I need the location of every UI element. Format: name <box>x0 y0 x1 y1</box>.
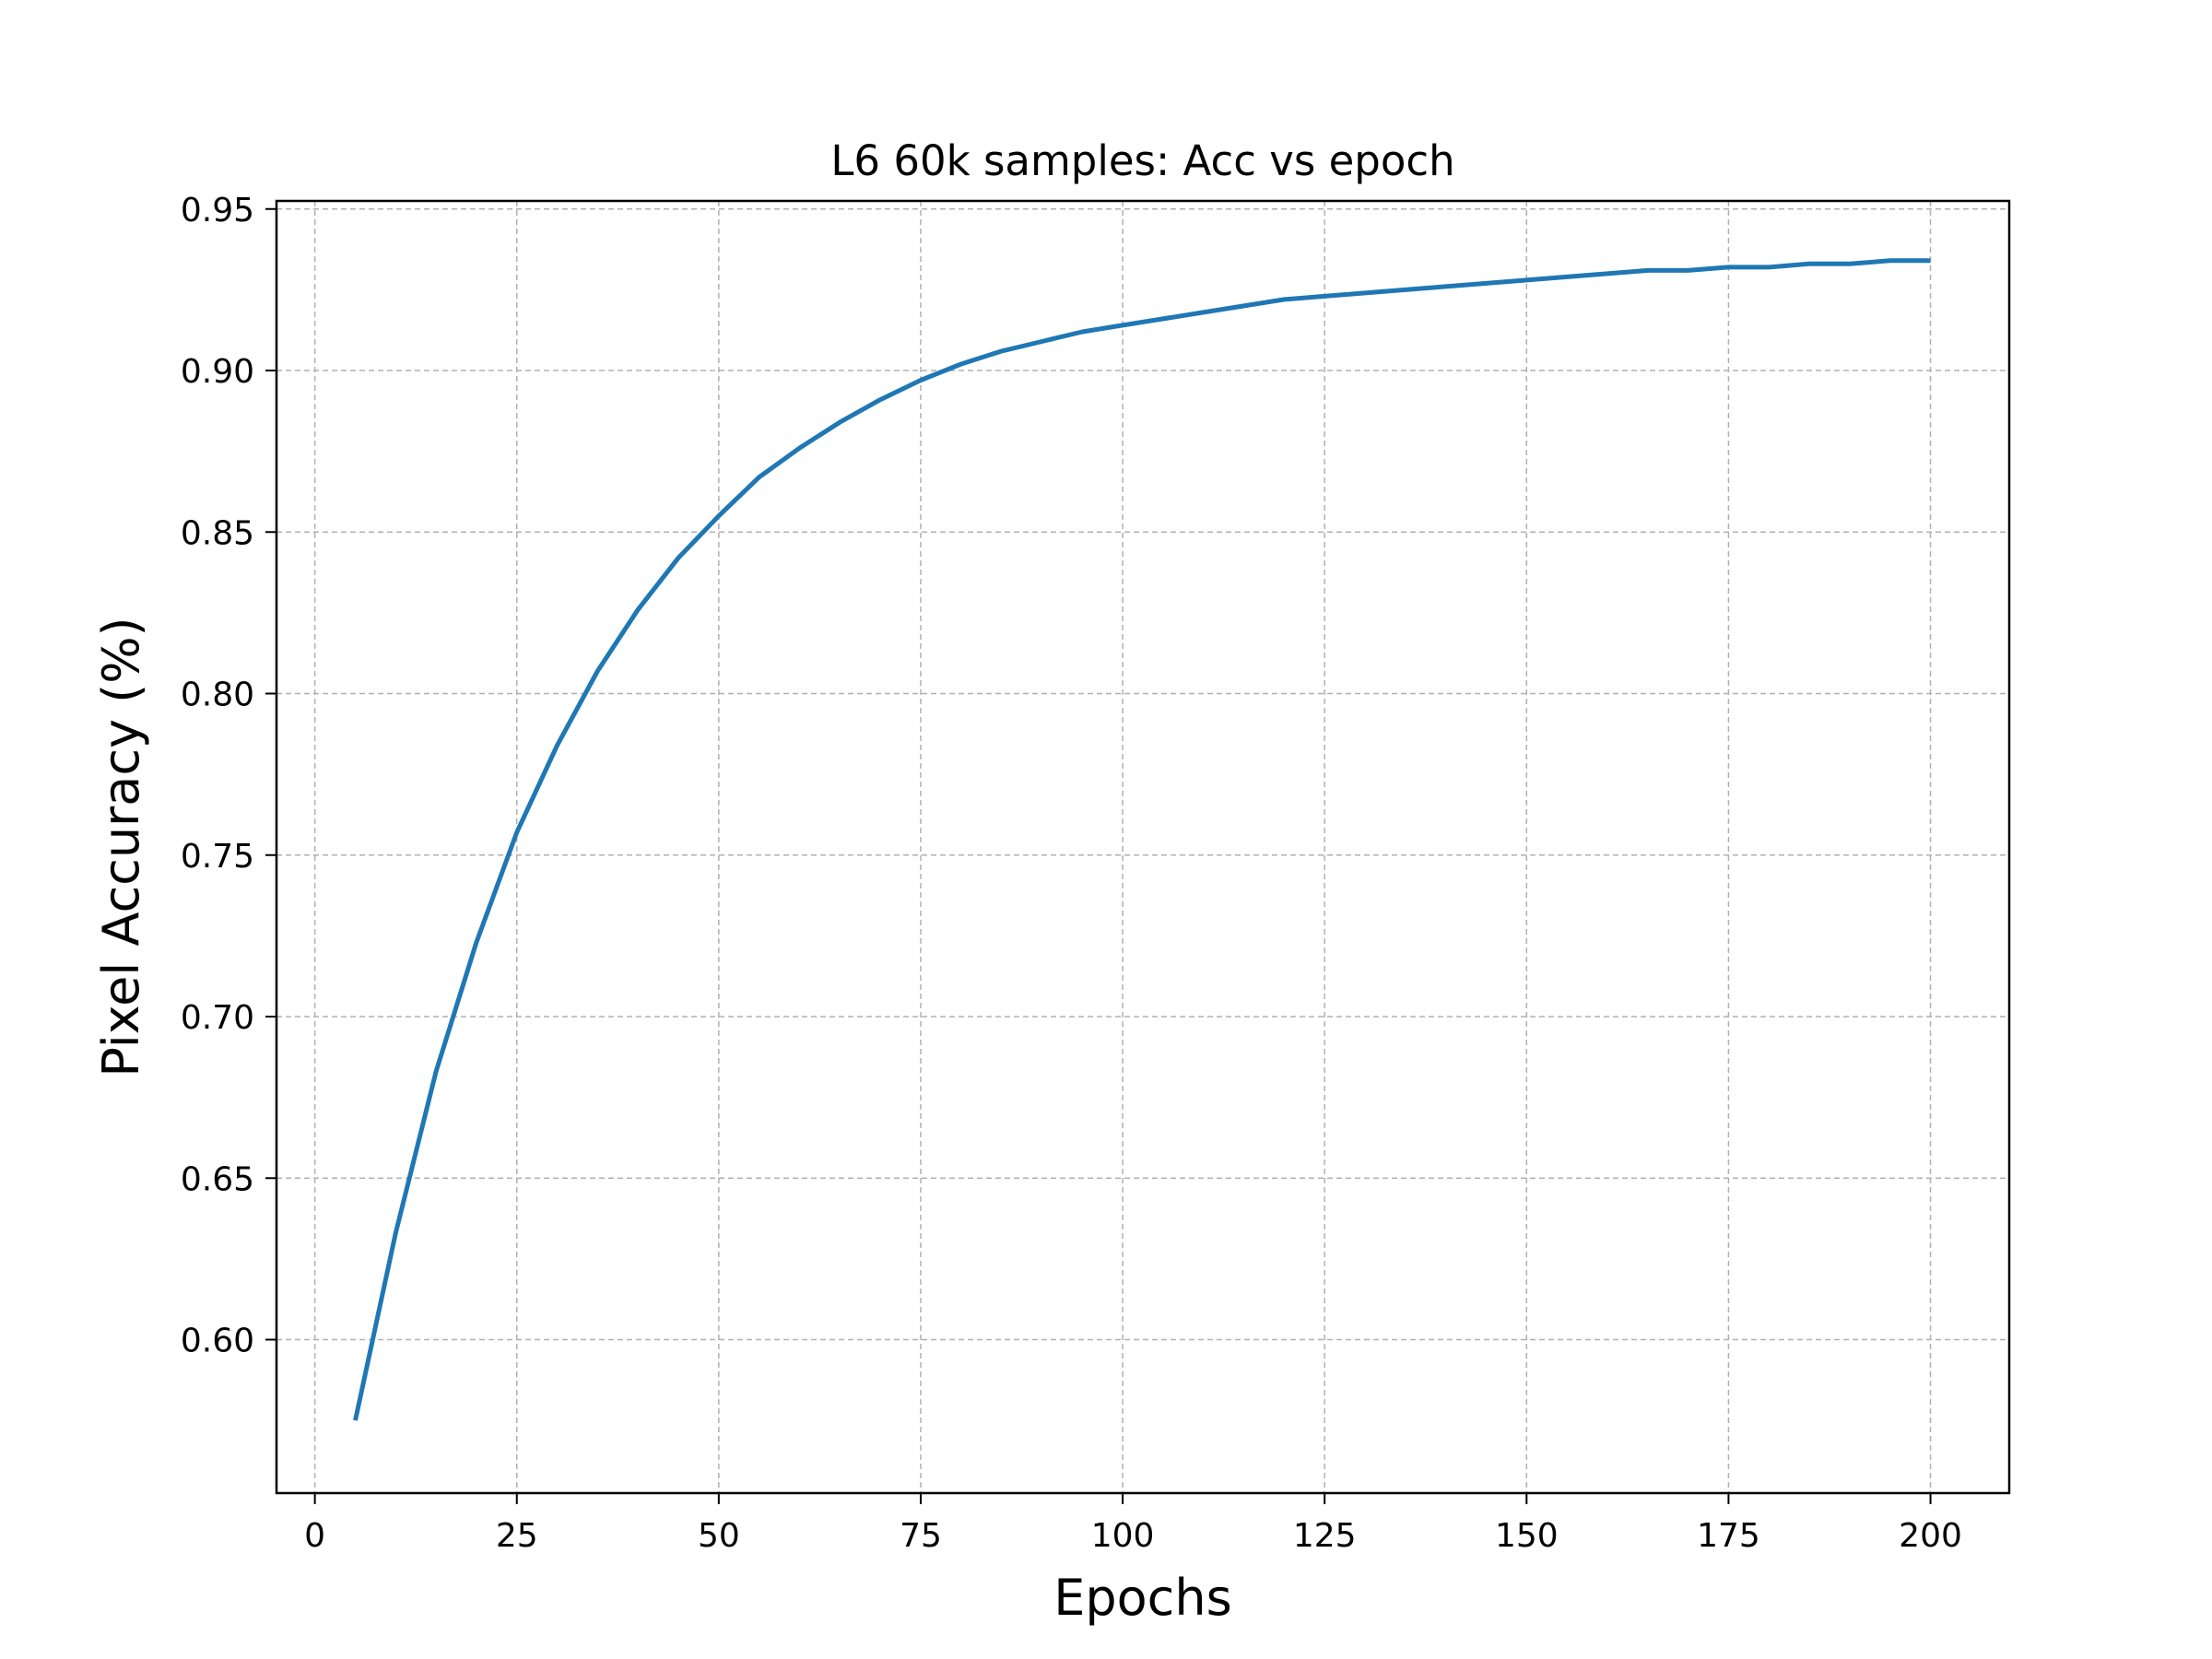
series-layer <box>353 258 1931 1421</box>
y-tick-label: 0.85 <box>181 514 254 552</box>
x-tick-label: 0 <box>304 1517 325 1555</box>
y-axis-title: Pixel Accuracy (%) <box>92 617 150 1077</box>
y-tick-label: 0.90 <box>181 353 254 391</box>
x-tick-label: 75 <box>900 1517 942 1555</box>
x-axis-title: Epochs <box>1053 1569 1231 1627</box>
x-tick-label: 100 <box>1091 1517 1155 1555</box>
y-tick-label: 0.65 <box>181 1160 254 1198</box>
y-tick-label: 0.80 <box>181 677 254 714</box>
y-tick-label: 0.70 <box>181 999 254 1037</box>
y-tick-label: 0.95 <box>181 192 254 229</box>
y-tick-label: 0.75 <box>181 838 254 876</box>
x-tick-label: 125 <box>1293 1517 1357 1555</box>
x-tick-label: 175 <box>1697 1517 1760 1555</box>
x-axis-ticks: 0 25 50 75 100 125 150 175 200 <box>304 1493 1962 1555</box>
y-axis-ticks: 0.60 0.65 0.70 0.75 0.80 0.85 0.90 0.95 <box>181 192 276 1360</box>
x-tick-label: 150 <box>1495 1517 1559 1555</box>
x-tick-label: 25 <box>496 1517 538 1555</box>
x-tick-label: 200 <box>1899 1517 1962 1555</box>
series-line <box>353 258 1931 1421</box>
grid <box>276 201 2009 1493</box>
chart-title: L6 60k samples: Acc vs epoch <box>830 136 1454 185</box>
plot-frame <box>275 199 2011 1495</box>
y-tick-label: 0.60 <box>181 1323 254 1360</box>
x-tick-label: 50 <box>698 1517 740 1555</box>
